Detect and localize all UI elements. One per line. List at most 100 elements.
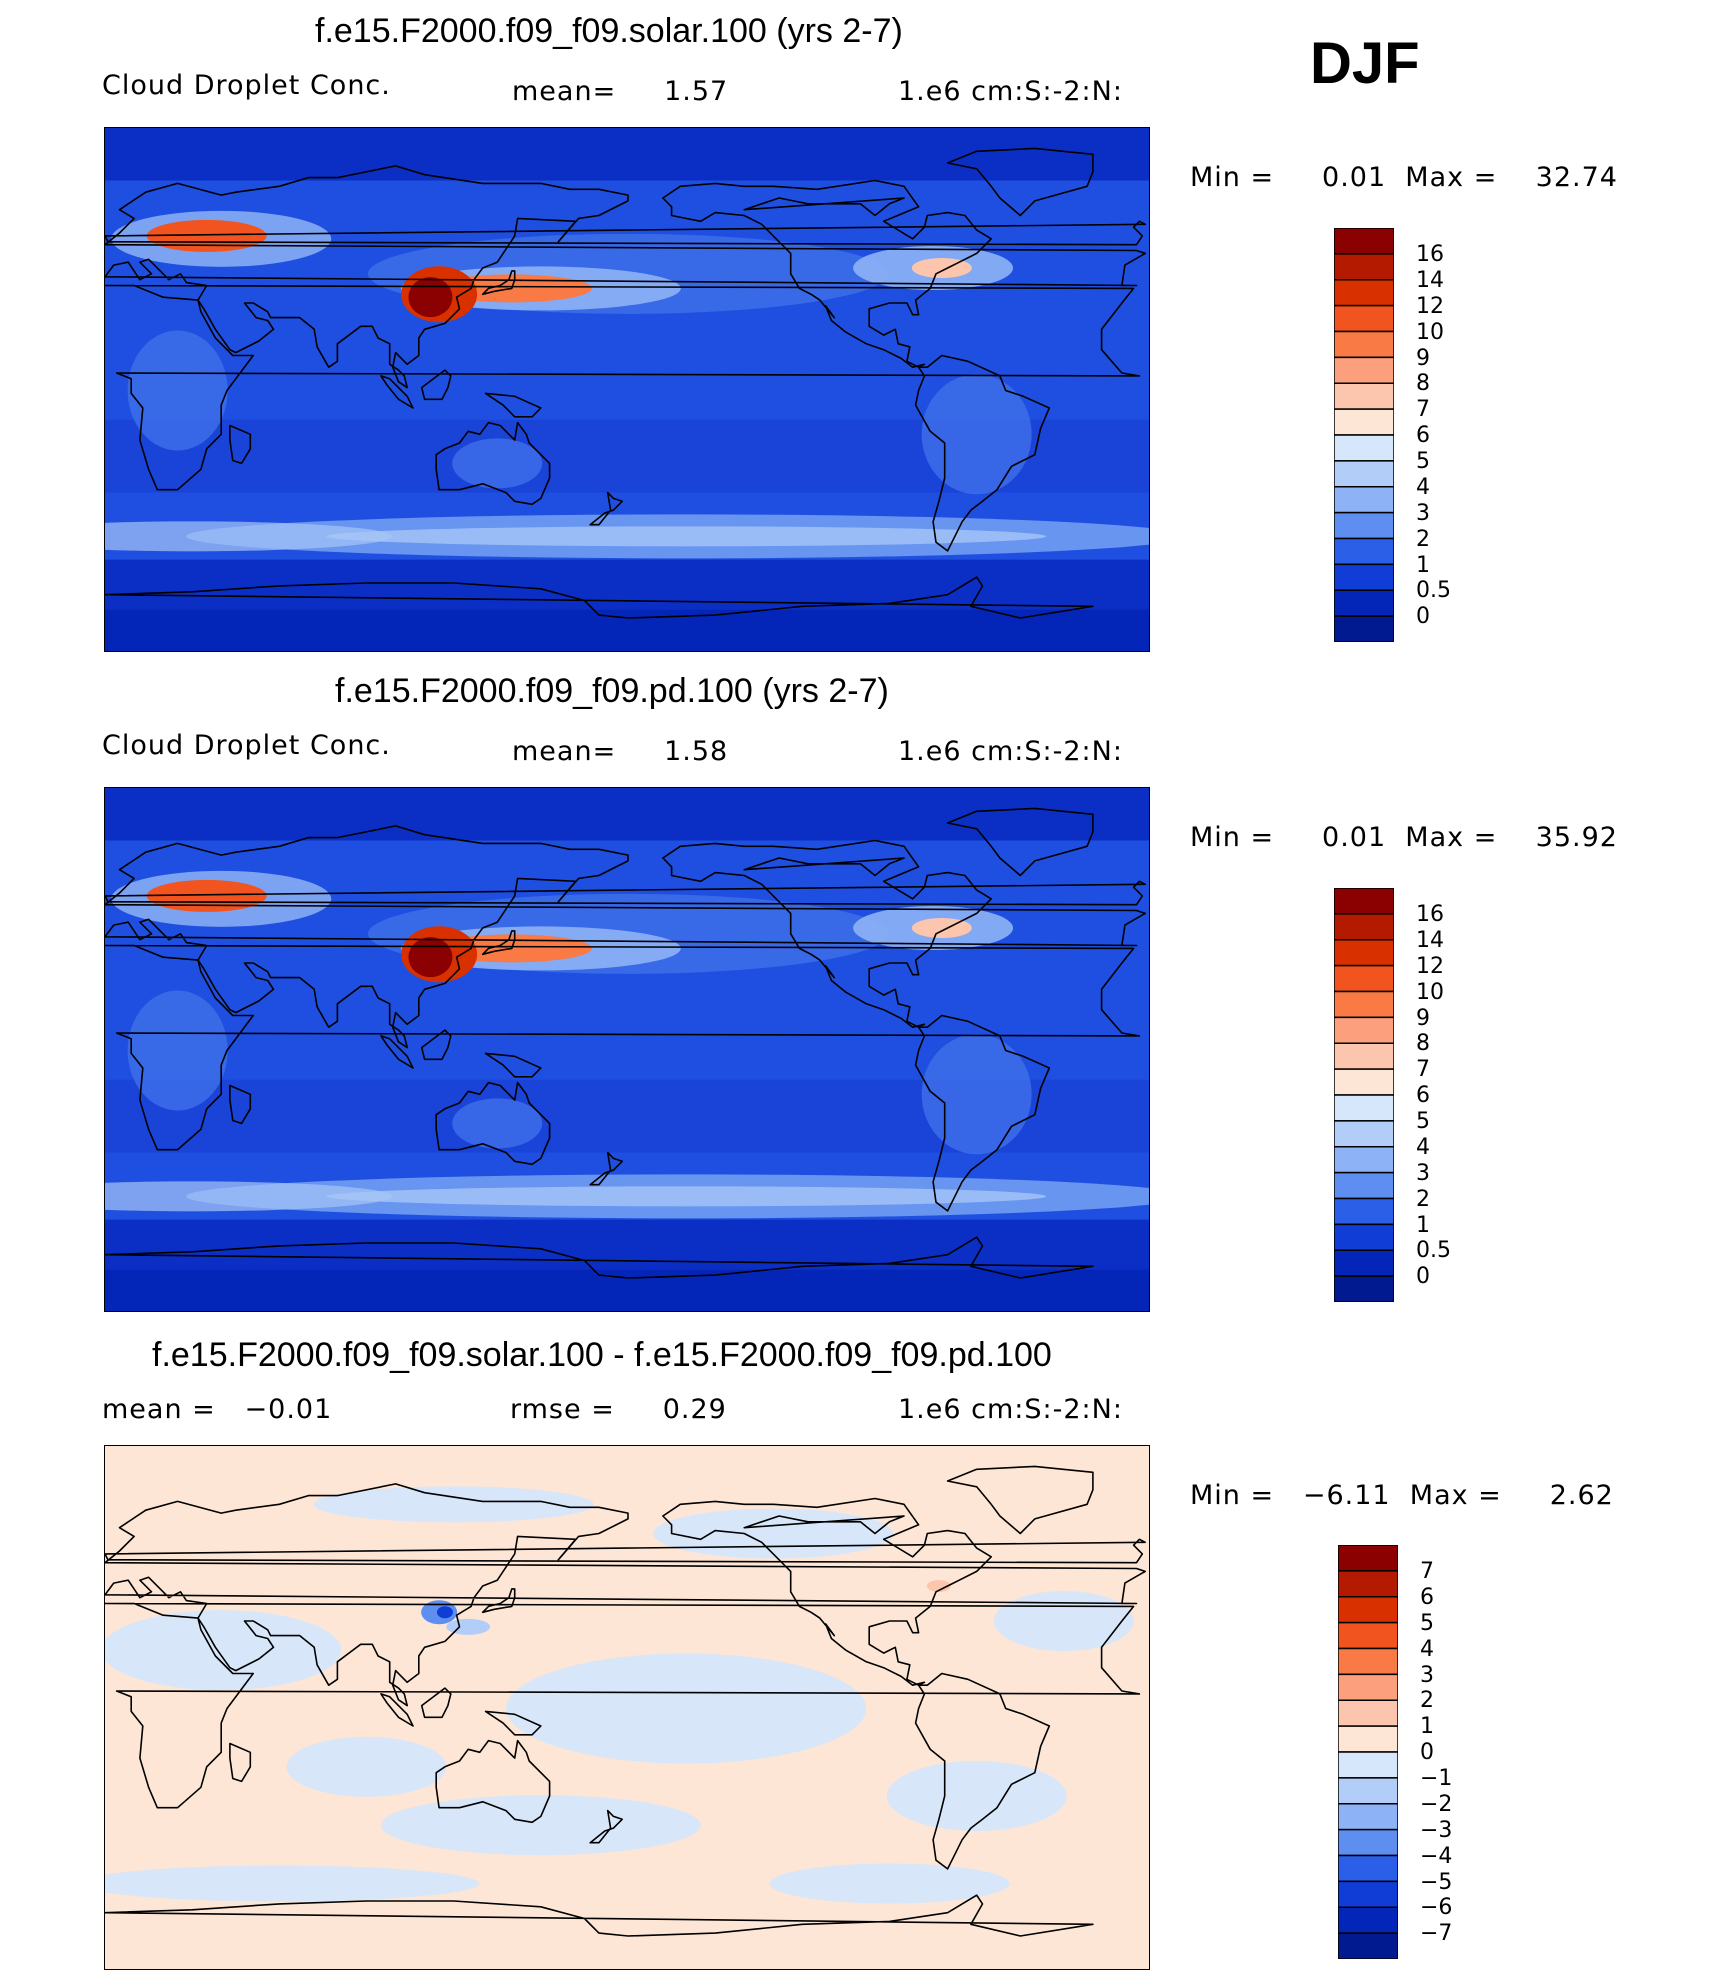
colorbar-swatch bbox=[1337, 1906, 1399, 1934]
colorbar-swatch bbox=[1333, 304, 1395, 333]
panel1-map bbox=[104, 127, 1150, 652]
panel3-rmse: rmse = 0.29 bbox=[510, 1394, 727, 1425]
colorbar-tick-label: 7 bbox=[1420, 1559, 1434, 1584]
colorbar-swatch bbox=[1333, 615, 1395, 643]
colorbar-swatch bbox=[1337, 1725, 1399, 1753]
colorbar-tick-label: −7 bbox=[1420, 1921, 1453, 1947]
coastline bbox=[229, 1742, 252, 1783]
field-contour bbox=[921, 374, 1032, 495]
colorbar-swatch bbox=[1333, 563, 1395, 591]
colorbar-swatch bbox=[1337, 1621, 1399, 1650]
colorbar-swatch bbox=[1333, 382, 1395, 410]
coastline bbox=[435, 1739, 551, 1824]
colorbar-tick-label: 8 bbox=[1416, 371, 1430, 397]
field-contour bbox=[886, 1761, 1067, 1831]
colorbar-tick-label: 4 bbox=[1416, 1134, 1430, 1160]
panel1-minmax: Min = 0.01 Max = 32.74 bbox=[1190, 162, 1618, 193]
coastline bbox=[380, 1035, 414, 1069]
field-contour bbox=[436, 1606, 453, 1619]
colorbar-tick-label: 3 bbox=[1416, 1160, 1430, 1186]
coastline bbox=[105, 576, 1094, 619]
panel2-colorbar-labels: 16 14 12 10 9 8 7 6 5 4 3 2 1 0.5 0 bbox=[1416, 900, 1496, 1300]
colorbar-tick-label: −1 bbox=[1420, 1766, 1453, 1791]
coastline bbox=[946, 807, 1094, 877]
colorbar-tick-label: 16 bbox=[1416, 242, 1444, 267]
panel3-colorbar bbox=[1337, 1544, 1399, 1960]
coastline bbox=[481, 1588, 516, 1614]
colorbar-tick-label: 4 bbox=[1420, 1636, 1434, 1662]
coastline bbox=[380, 375, 414, 409]
coastline bbox=[105, 284, 1141, 491]
coastline bbox=[914, 354, 1051, 552]
colorbar-tick-label: 0.5 bbox=[1416, 578, 1451, 604]
colorbar-swatch bbox=[1337, 1828, 1399, 1857]
colorbar-tick-label: 4 bbox=[1416, 474, 1430, 500]
colorbar-swatch bbox=[1333, 537, 1395, 566]
colorbar-tick-label: 14 bbox=[1416, 267, 1444, 293]
coastline bbox=[481, 930, 516, 956]
panel1-colorbar-labels: 16 14 12 10 9 8 7 6 5 4 3 2 1 0.5 0 bbox=[1416, 240, 1496, 640]
colorbar-tick-label: 12 bbox=[1416, 953, 1444, 979]
coastline bbox=[484, 1052, 542, 1078]
colorbar-swatch bbox=[1337, 1803, 1399, 1831]
coastline bbox=[914, 1672, 1051, 1870]
coastline bbox=[105, 825, 1146, 1049]
field-contour bbox=[452, 1098, 543, 1149]
panel3-map bbox=[104, 1445, 1150, 1970]
colorbar-swatch bbox=[1333, 1171, 1395, 1200]
colorbar-swatch bbox=[1333, 1249, 1395, 1277]
panel3-mean: mean = −0.01 bbox=[102, 1394, 333, 1425]
panel3-colorbar-labels: 7 6 5 4 3 2 1 0 −1 −2 −3 −4 −5 −6 −7 bbox=[1420, 1557, 1500, 1957]
coastline bbox=[105, 1538, 1146, 1564]
coastline bbox=[435, 421, 551, 506]
colorbar-swatch bbox=[1337, 1596, 1399, 1624]
panel2-title: f.e15.F2000.f09_f09.pd.100 (yrs 2-7) bbox=[335, 672, 889, 710]
coastline bbox=[105, 880, 1146, 906]
coastline bbox=[105, 1483, 1146, 1707]
field-contour bbox=[127, 330, 228, 451]
field-contour bbox=[286, 1736, 447, 1797]
field-contour bbox=[313, 1486, 594, 1523]
colorbar-swatch bbox=[1333, 511, 1395, 540]
colorbar-tick-label: 1 bbox=[1416, 552, 1430, 578]
colorbar-swatch bbox=[1333, 1146, 1395, 1174]
panel2-colorbar bbox=[1333, 887, 1395, 1303]
colorbar-tick-label: 9 bbox=[1416, 1005, 1430, 1031]
colorbar-tick-label: −2 bbox=[1420, 1791, 1453, 1817]
colorbar-swatch bbox=[1333, 330, 1395, 359]
field-contour bbox=[921, 1034, 1032, 1155]
coastline bbox=[229, 1084, 252, 1125]
panel1-units: 1.e6 cm:S:-2:N: bbox=[898, 76, 1123, 107]
colorbar-tick-label: −6 bbox=[1420, 1895, 1453, 1921]
colorbar-swatch bbox=[1333, 1016, 1395, 1044]
colorbar-swatch bbox=[1333, 356, 1395, 384]
colorbar-tick-label: 1 bbox=[1416, 1212, 1430, 1238]
coastline bbox=[946, 147, 1094, 217]
field-contour bbox=[105, 1865, 480, 1902]
colorbar-swatch bbox=[1337, 1777, 1399, 1805]
field-contour bbox=[105, 1610, 342, 1691]
colorbar-swatch bbox=[1333, 887, 1395, 915]
field-contour bbox=[653, 1508, 894, 1559]
colorbar-tick-label: 0 bbox=[1420, 1740, 1434, 1766]
coastline bbox=[589, 1151, 623, 1186]
colorbar-tick-label: 1 bbox=[1420, 1714, 1434, 1740]
field-contour bbox=[105, 521, 393, 552]
colorbar-tick-label: 10 bbox=[1416, 319, 1444, 345]
colorbar-swatch bbox=[1333, 990, 1395, 1019]
coastline bbox=[484, 392, 542, 418]
coastline bbox=[105, 1894, 1094, 1937]
coastline bbox=[743, 197, 905, 217]
panel2-units: 1.e6 cm:S:-2:N: bbox=[898, 736, 1123, 767]
coastline bbox=[105, 165, 1146, 389]
coastline bbox=[105, 220, 1146, 246]
colorbar-tick-label: 7 bbox=[1416, 1057, 1430, 1083]
coastline bbox=[589, 1809, 623, 1844]
coastline bbox=[380, 1693, 414, 1727]
coastline bbox=[105, 944, 1141, 1151]
coastline bbox=[420, 1687, 452, 1719]
panel3-title: f.e15.F2000.f09_f09.solar.100 - f.e15.F2… bbox=[152, 1336, 1052, 1374]
field-contour bbox=[326, 526, 1047, 547]
colorbar-swatch bbox=[1333, 964, 1395, 993]
colorbar-tick-label: 10 bbox=[1416, 979, 1444, 1005]
